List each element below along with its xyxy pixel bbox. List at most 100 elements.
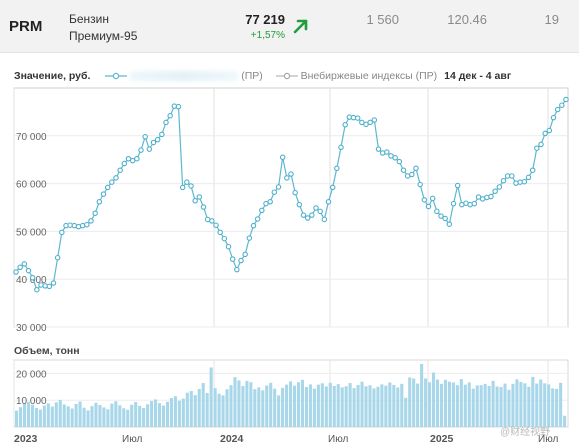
price-point	[300, 212, 307, 218]
price-point	[221, 235, 228, 242]
price-point	[59, 229, 65, 236]
volume-bar	[253, 389, 257, 427]
volume-bar	[26, 401, 31, 427]
volume-bar	[201, 383, 205, 427]
volume-bar	[503, 383, 507, 427]
price-point	[175, 103, 182, 110]
price-point	[192, 198, 198, 204]
volume-bar	[559, 382, 563, 427]
volume-bar	[368, 385, 372, 427]
price-point	[529, 167, 536, 173]
volume-bar	[106, 409, 110, 427]
price-point	[525, 174, 532, 181]
price-point	[321, 216, 328, 223]
price-point	[121, 160, 128, 167]
price-point	[217, 229, 223, 236]
volume-bar	[153, 399, 158, 427]
series-name-redacted	[130, 71, 239, 82]
price-point	[304, 215, 311, 221]
volume-bar	[328, 382, 332, 427]
price-point	[384, 149, 390, 155]
price-point	[413, 165, 419, 172]
volume-bar	[471, 388, 475, 427]
volume-bar	[82, 407, 86, 427]
price-point	[263, 200, 269, 207]
period-range[interactable]: 14 дек - 4 авг	[444, 70, 512, 83]
volume-bar	[50, 406, 54, 427]
volume-bar	[225, 389, 229, 427]
price-point	[234, 266, 240, 273]
volume-bar	[22, 403, 27, 427]
volume-bar	[114, 401, 118, 427]
ticker-symbol[interactable]: PRM	[9, 18, 43, 35]
volume-bar	[118, 405, 122, 427]
volume-bar	[34, 407, 38, 427]
price-point	[159, 131, 165, 138]
volume-bar	[18, 407, 23, 427]
volume-bar	[463, 384, 467, 427]
volume-bar	[475, 385, 479, 427]
price-point	[400, 167, 407, 173]
price-point	[421, 197, 428, 203]
volume-bar	[74, 403, 78, 427]
volume-bar	[356, 384, 360, 427]
volume-bar	[483, 383, 487, 427]
volume-bar	[102, 407, 106, 427]
volume-bar	[181, 398, 185, 427]
x-tick-label: Июл	[328, 434, 348, 445]
volume-bar	[535, 383, 539, 427]
price-point	[554, 106, 561, 113]
volume-bar	[344, 386, 348, 427]
legend-series-otc[interactable]: Внебиржевые индексы (ПР)	[275, 70, 437, 82]
price-point	[188, 183, 194, 189]
price-point	[284, 175, 290, 181]
volume-bar	[169, 398, 173, 427]
price-point	[238, 257, 244, 264]
volume-bar	[380, 384, 384, 427]
volume-bar	[146, 404, 150, 427]
price-point	[446, 221, 453, 227]
volume-bar	[515, 379, 519, 427]
price-point	[325, 199, 332, 205]
price-point	[209, 218, 215, 224]
volume-bar	[261, 390, 265, 427]
price-point	[84, 221, 90, 228]
price-point	[134, 155, 140, 162]
volume-bar	[237, 380, 241, 427]
price-point	[317, 208, 323, 215]
price-point	[429, 195, 436, 202]
price-point	[167, 112, 173, 119]
volume-bar	[130, 404, 134, 427]
price-point	[50, 280, 57, 286]
price-point	[288, 171, 294, 177]
volume-bar	[177, 400, 181, 427]
price-point	[88, 218, 94, 224]
instrument-name: Бензин	[69, 12, 110, 26]
volume-bar	[563, 415, 567, 427]
volume-bar	[523, 383, 527, 427]
volume-bar	[257, 387, 261, 427]
price-point	[488, 193, 494, 200]
price-point	[509, 173, 515, 179]
price-point	[471, 200, 478, 207]
y-tick-label: 50 000	[16, 227, 47, 238]
price-point	[329, 184, 336, 191]
value-axis-label: Значение, руб.	[14, 70, 91, 83]
price-point	[434, 208, 440, 215]
volume-bar	[90, 406, 94, 427]
volume-bar	[499, 387, 503, 427]
volume-bar	[479, 385, 483, 427]
volume-bar	[372, 388, 376, 427]
last-price: 77 219	[245, 12, 285, 27]
price-point	[200, 204, 207, 210]
volume-bar	[161, 405, 166, 427]
volume-bar	[134, 402, 138, 427]
legend-series-main[interactable]: (ПР)	[105, 70, 263, 82]
volume-bar	[126, 409, 130, 427]
price-point	[521, 178, 528, 185]
price-point	[54, 254, 61, 261]
y-tick-label: 20 000	[16, 369, 47, 380]
volume-bar	[86, 410, 90, 427]
price-point	[354, 115, 361, 121]
